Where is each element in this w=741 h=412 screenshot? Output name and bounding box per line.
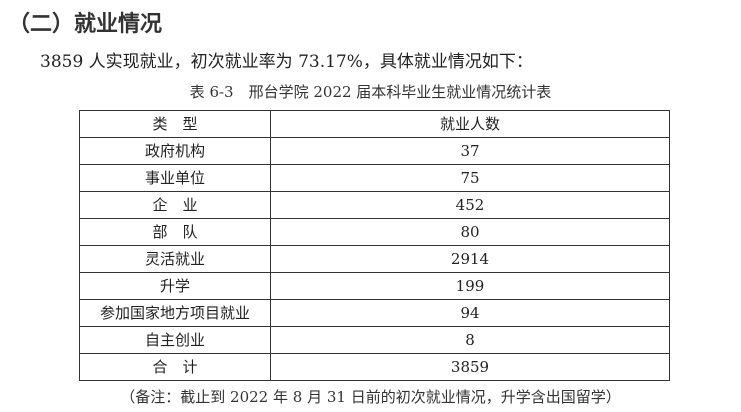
count-cell: 199 [270, 272, 670, 300]
count-cell: 80 [270, 218, 670, 246]
type-cell: 企 业 [79, 191, 271, 219]
table-row: 参加国家地方项目就业 94 [79, 299, 670, 327]
table-row: 合 计 3859 [79, 353, 670, 381]
type-cell: 事业单位 [79, 164, 271, 192]
summary-paragraph: 3859 人实现就业，初次就业率为 73.17%，具体就业情况如下： [40, 52, 533, 72]
employment-table: 类 型就业人数 政府机构 37 事业单位 75 企 业 452 部 队 80 灵活就业 2914 升… [79, 110, 670, 381]
table-row: 升学 199 [79, 272, 670, 300]
count-cell: 37 [270, 137, 670, 165]
table-header-row: 类 型就业人数 [79, 110, 670, 138]
type-cell: 升学 [79, 272, 271, 300]
count-cell: 8 [270, 326, 670, 354]
table-row: 事业单位 75 [79, 164, 670, 192]
table-row: 政府机构 37 [79, 137, 670, 165]
type-cell: 灵活就业 [79, 245, 271, 273]
count-cell: 452 [270, 191, 670, 219]
type-cell: 自主创业 [79, 326, 271, 354]
count-cell: 75 [270, 164, 670, 192]
table-row: 灵活就业 2914 [79, 245, 670, 273]
count-cell: 94 [270, 299, 670, 327]
header-count: 就业人数 [270, 110, 670, 138]
type-cell: 部 队 [79, 218, 271, 246]
table-row: 自主创业 8 [79, 326, 670, 354]
section-heading: （二）就业情况 [8, 12, 163, 37]
count-cell: 3859 [270, 353, 670, 381]
type-cell: 合 计 [79, 353, 271, 381]
header-type: 类 型 [79, 110, 271, 138]
table-note: （备注：截止到 2022 年 8 月 31 日前的初次就业情况，升学含出国留学） [120, 388, 621, 406]
table-row: 部 队 80 [79, 218, 670, 246]
type-cell: 政府机构 [79, 137, 271, 165]
table-caption: 表 6-3 邢台学院 2022 届本科毕业生就业情况统计表 [189, 83, 552, 101]
table-row: 企 业 452 [79, 191, 670, 219]
type-cell: 参加国家地方项目就业 [79, 299, 271, 327]
count-cell: 2914 [270, 245, 670, 273]
